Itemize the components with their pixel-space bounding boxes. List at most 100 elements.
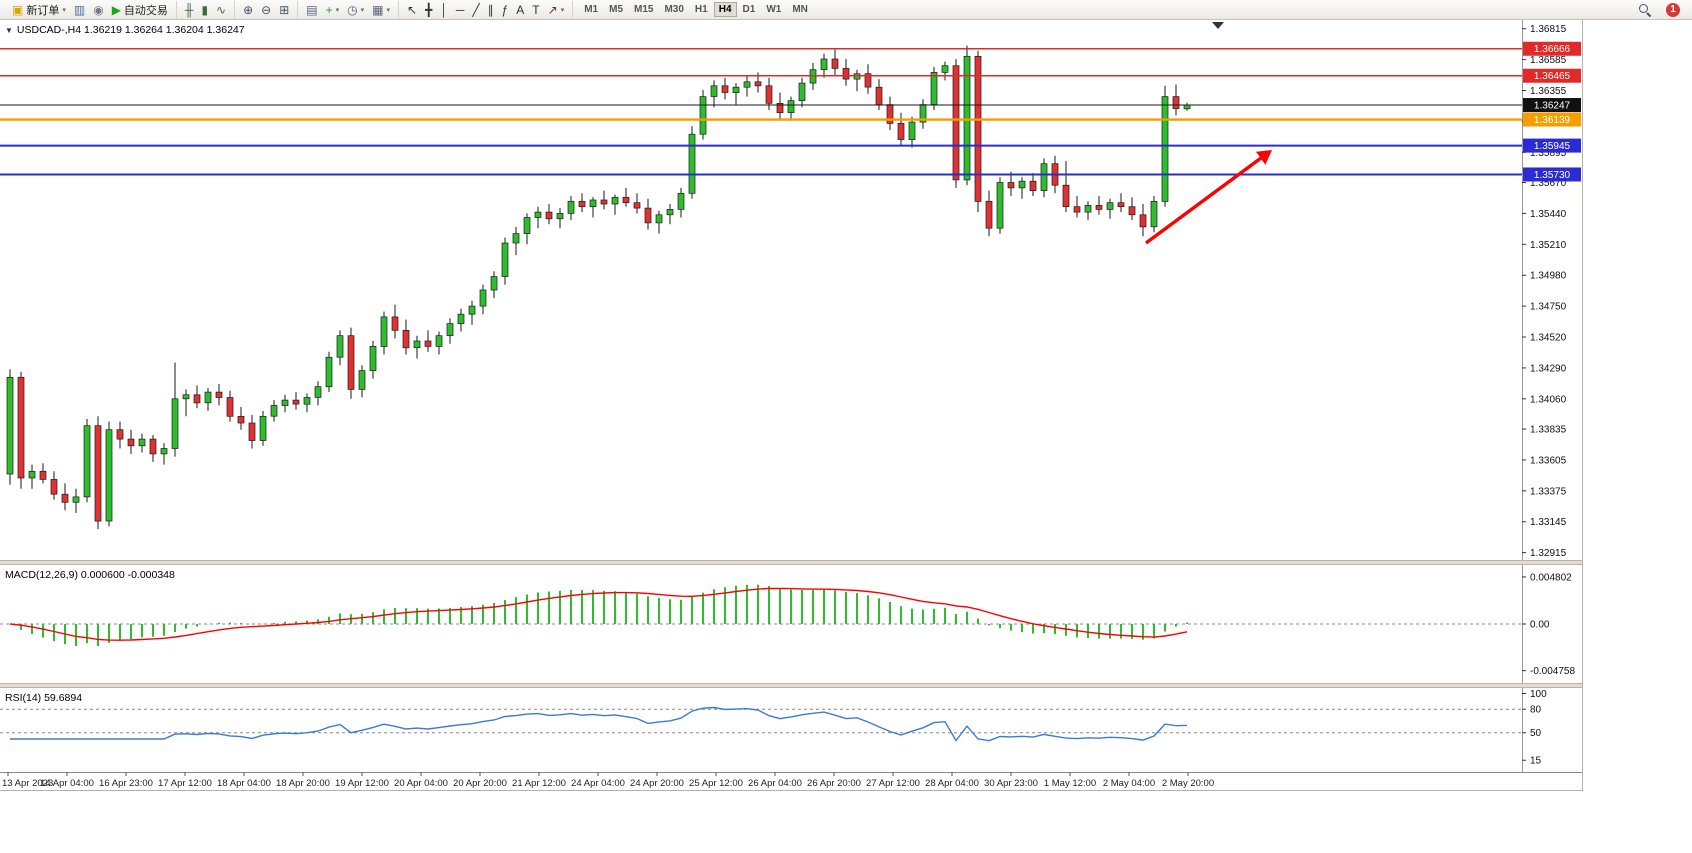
price-badge: 1.35945 xyxy=(1523,138,1581,153)
indicators-button[interactable]: + ▾ xyxy=(322,1,344,18)
new-order-button-label: 新订单 xyxy=(26,4,60,17)
toolbar-right: 1 xyxy=(1634,1,1688,18)
text-label-button[interactable]: T xyxy=(528,1,543,18)
svg-text:1.36465: 1.36465 xyxy=(1534,71,1571,82)
charts-icon: ▥ xyxy=(73,2,86,17)
charts-button[interactable]: ▥ xyxy=(70,1,89,18)
arrows-icon: ↗ xyxy=(547,2,558,17)
cursor-button[interactable]: ↖ xyxy=(403,1,421,18)
time-tick-label: 2 May 20:00 xyxy=(1162,778,1214,789)
price-tick-label: 1.36585 xyxy=(1530,55,1567,66)
crosshair-icon: ╋ xyxy=(425,2,433,17)
tile-windows-button[interactable]: ⊞ xyxy=(275,1,293,18)
notification-badge[interactable]: 1 xyxy=(1666,2,1680,17)
ohlc-bars-button[interactable]: ╫ xyxy=(181,1,198,18)
time-tick-label: 18 Apr 04:00 xyxy=(217,778,271,789)
macd-tick-label: 0.004802 xyxy=(1530,572,1572,583)
arrange-windows-button[interactable]: ▤ xyxy=(302,1,321,18)
caret-down-icon: ▾ xyxy=(360,6,365,14)
macd-signal-line xyxy=(9,587,1188,641)
chart-title-text: USDCAD-,H4 1.36219 1.36264 1.36204 1.362… xyxy=(16,24,245,36)
vertical-line-button[interactable]: │ xyxy=(436,1,452,18)
pane-splitter[interactable] xyxy=(0,560,1582,565)
timeframe-mn-button[interactable]: MN xyxy=(787,2,813,17)
time-tick-label: 24 Apr 20:00 xyxy=(630,778,684,789)
time-tick-label: 18 Apr 20:00 xyxy=(276,778,330,789)
trend-arrow[interactable] xyxy=(1144,150,1272,245)
zoom-out-button[interactable]: ⊖ xyxy=(257,1,275,18)
navigator-button[interactable]: ◉ xyxy=(89,1,107,18)
tile-windows-icon: ⊞ xyxy=(279,2,290,17)
timeframe-toolbar: M1 M5 M15 M30 H1 H4 D1 W1 MN xyxy=(573,2,819,17)
crosshair-button[interactable]: ╋ xyxy=(421,1,436,18)
timeframe-m1-button[interactable]: M1 xyxy=(579,2,603,17)
time-tick-label: 27 Apr 12:00 xyxy=(866,778,920,789)
time-tick-label: 30 Apr 23:00 xyxy=(984,778,1038,789)
pane-splitter[interactable] xyxy=(0,683,1582,688)
toolbar-group-chart-types: ╫ ▮ ∿ xyxy=(177,0,236,19)
horizontal-line-icon: ─ xyxy=(455,2,465,17)
candlestick-button[interactable]: ▮ xyxy=(197,1,212,18)
chart-shift-marker[interactable] xyxy=(1212,22,1224,29)
price-tick-label: 1.33605 xyxy=(1530,455,1567,466)
price-tick-label: 1.34290 xyxy=(1530,363,1567,374)
time-tick-label: 14 Apr 04:00 xyxy=(40,778,94,789)
time-tick-label: 13 Apr 2023 xyxy=(2,778,53,789)
equidistant-channel-button[interactable]: ∥ xyxy=(484,1,498,18)
timeframe-m15-button[interactable]: M15 xyxy=(629,2,658,17)
timeframe-w1-button[interactable]: W1 xyxy=(761,2,786,17)
fibonacci-button[interactable]: ƒ xyxy=(498,1,513,18)
macd-histogram xyxy=(20,584,1188,646)
text-button[interactable]: A xyxy=(512,1,528,18)
price-tick-label: 1.35210 xyxy=(1530,240,1567,251)
time-tick-label: 16 Apr 23:00 xyxy=(99,778,153,789)
equidistant-channel-icon: ∥ xyxy=(487,2,494,17)
templates-button[interactable]: ▦ ▾ xyxy=(368,1,394,18)
price-badge: 1.35730 xyxy=(1523,167,1581,182)
auto-trading-icon: ▶ xyxy=(111,2,121,17)
price-tick-label: 1.32915 xyxy=(1530,548,1567,559)
price-badge: 1.36666 xyxy=(1523,41,1581,56)
periods-button[interactable]: ◷ ▾ xyxy=(343,1,368,18)
caret-down-icon: ▾ xyxy=(62,6,66,14)
macd-tick-label: -0.004758 xyxy=(1530,666,1575,677)
caret-down-icon: ▾ xyxy=(560,6,565,14)
macd-tick-label: 0.00 xyxy=(1530,620,1550,631)
time-tick-label: 26 Apr 20:00 xyxy=(807,778,861,789)
svg-text:1.36666: 1.36666 xyxy=(1534,44,1571,55)
toolbar-group-zoom: ⊕ ⊖ ⊞ xyxy=(235,0,299,19)
timeframe-m5-button[interactable]: M5 xyxy=(604,2,628,17)
timeframe-m30-button[interactable]: M30 xyxy=(659,2,688,17)
timeframe-h1-button[interactable]: H1 xyxy=(690,2,713,17)
ohlc-bars-icon: ╫ xyxy=(184,2,194,17)
main-chart-pane[interactable]: 1.368151.365851.363551.361251.358951.356… xyxy=(0,20,1582,560)
trendline-button[interactable]: ╱ xyxy=(468,1,483,18)
search-button[interactable] xyxy=(1634,1,1656,18)
line-chart-button[interactable]: ∿ xyxy=(212,1,230,18)
rsi-pane[interactable]: 100 80 50 15 xyxy=(0,688,1582,772)
svg-text:1.36139: 1.36139 xyxy=(1534,115,1571,126)
new-order-button[interactable]: ▣ 新订单 ▾ xyxy=(8,1,70,18)
price-badge: 1.36465 xyxy=(1523,68,1581,83)
rsi-line xyxy=(10,706,1188,742)
time-tick-label: 20 Apr 20:00 xyxy=(453,778,507,789)
time-tick-label: 1 May 12:00 xyxy=(1044,778,1096,789)
timeframe-d1-button[interactable]: D1 xyxy=(738,2,761,17)
arrange-windows-icon: ▤ xyxy=(306,2,318,17)
navigator-icon: ◉ xyxy=(93,2,104,17)
arrows-button[interactable]: ↗ ▾ xyxy=(544,1,569,18)
macd-pane[interactable]: 0.004802 0.00 -0.004758 xyxy=(0,565,1582,683)
price-badge: 1.36139 xyxy=(1523,112,1581,127)
auto-trading-button-label: 自动交易 xyxy=(123,4,168,17)
horizontal-line-button[interactable]: ─ xyxy=(452,1,469,18)
zoom-in-button[interactable]: ⊕ xyxy=(239,1,257,18)
timeframe-h4-button[interactable]: H4 xyxy=(713,2,737,17)
time-tick-label: 28 Apr 04:00 xyxy=(925,778,979,789)
cursor-icon: ↖ xyxy=(407,2,418,17)
toolbar-group-chart-management: ▤ + ▾ ◷ ▾ ▦ ▾ xyxy=(298,0,400,19)
vertical-line-icon: │ xyxy=(440,2,448,17)
auto-trading-button[interactable]: ▶ 自动交易 xyxy=(108,1,172,18)
chart-dropdown-icon[interactable]: ▼ xyxy=(5,26,13,35)
